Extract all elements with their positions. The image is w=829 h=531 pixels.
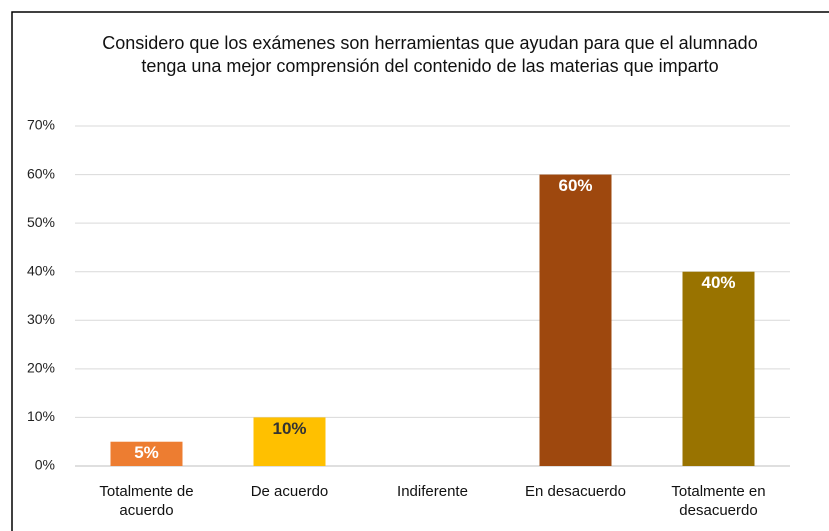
value-label: 10% [272, 419, 306, 438]
bar [110, 441, 183, 466]
x-tick-label: Totalmente en desacuerdo [671, 483, 766, 519]
x-tick-label: Totalmente de acuerdo [99, 483, 194, 519]
y-tick-label: 70% [27, 117, 55, 133]
x-tick-label: De acuerdo [250, 483, 329, 500]
y-tick-label: 30% [27, 311, 55, 327]
value-label: 60% [558, 176, 592, 195]
value-label: 5% [134, 443, 159, 462]
y-tick-label: 40% [27, 262, 55, 278]
chart-title: Considero que los exámenes son herramien… [102, 33, 758, 76]
bar [682, 271, 755, 466]
x-tick-label: Indiferente [397, 483, 468, 500]
bar [253, 417, 326, 466]
value-label: 40% [701, 273, 735, 292]
y-tick-label: 10% [27, 408, 55, 424]
y-tick-label: 50% [27, 214, 55, 230]
y-tick-label: 0% [35, 457, 55, 473]
y-tick-label: 60% [27, 165, 55, 181]
chart-border [11, 11, 829, 531]
y-tick-label: 20% [27, 360, 55, 376]
x-tick-label: En desacuerdo [525, 483, 626, 500]
bar [539, 174, 612, 467]
